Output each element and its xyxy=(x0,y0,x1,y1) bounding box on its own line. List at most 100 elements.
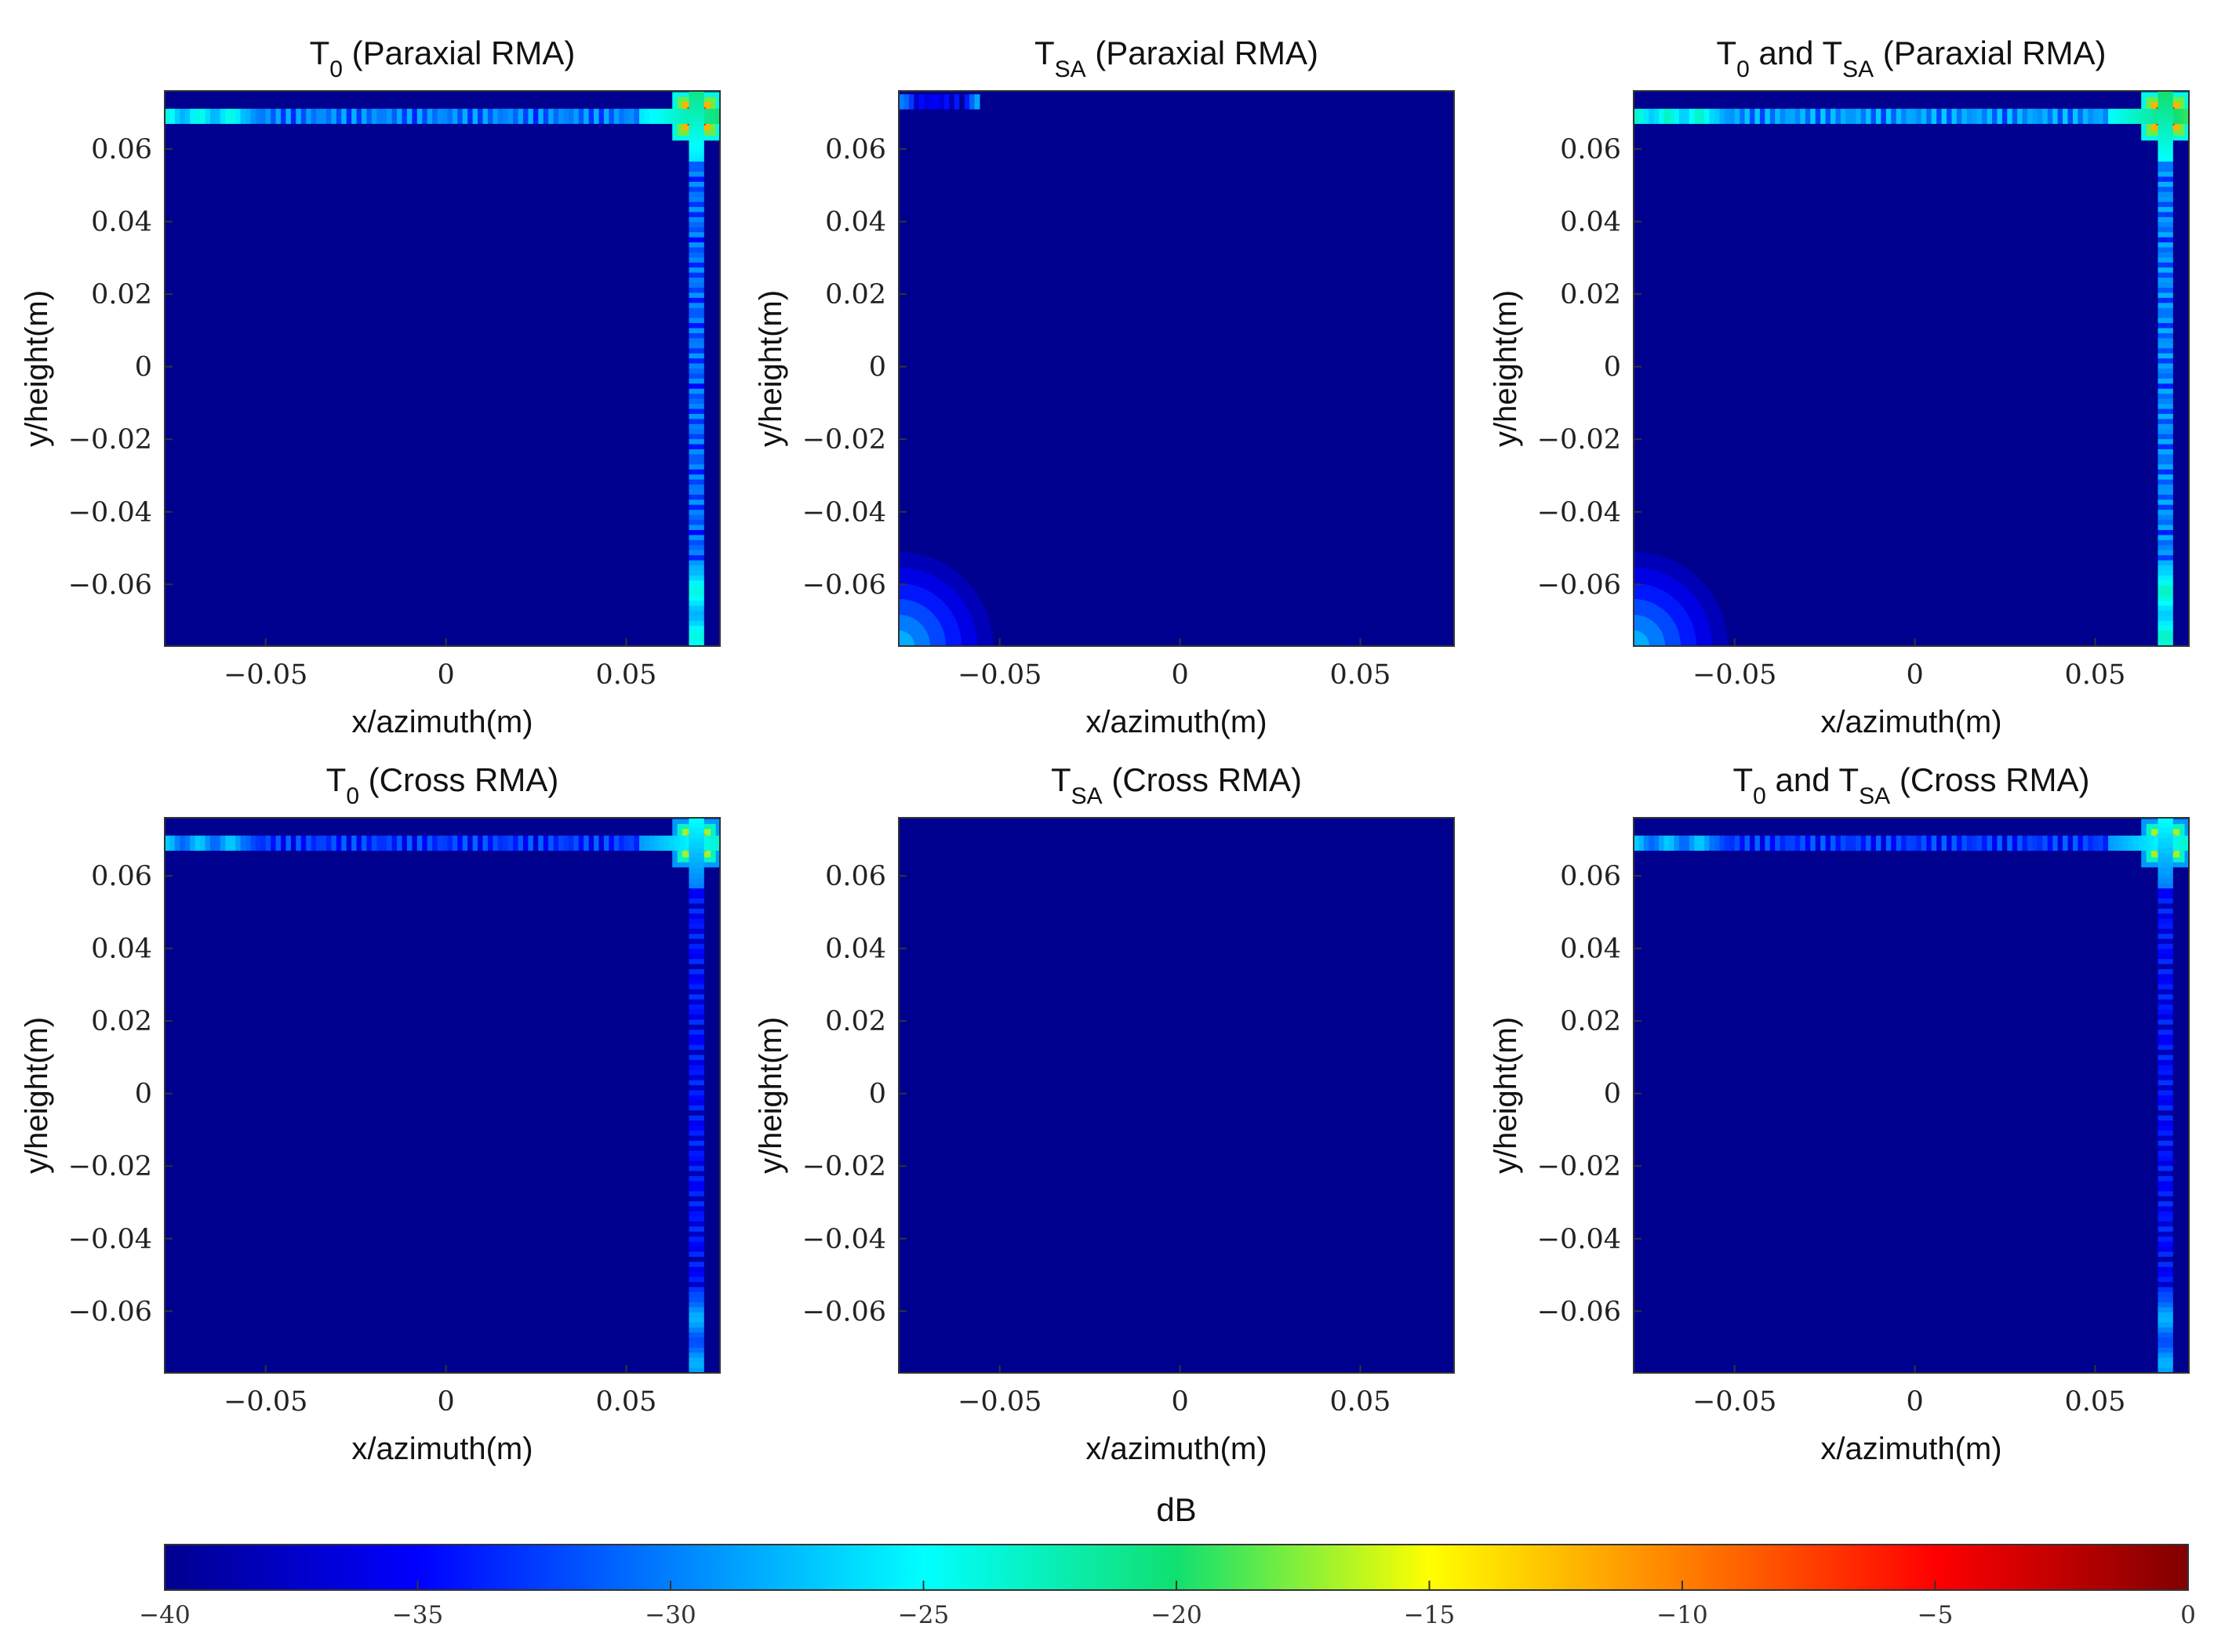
y-tick-label: −0.02 xyxy=(802,424,886,456)
stripe-cell xyxy=(2158,580,2173,586)
stripe-cell xyxy=(2158,1044,2173,1051)
stripe-cell xyxy=(281,835,286,851)
y-tick-label: 0.06 xyxy=(825,861,886,892)
stripe-cell xyxy=(1709,835,1715,851)
stripe-cell xyxy=(1649,108,1655,125)
stripe-cell xyxy=(2158,818,2173,823)
stripe-cell xyxy=(1936,108,1943,125)
stripe-cell xyxy=(939,94,945,110)
title-subscript: SA xyxy=(1055,56,1086,82)
heatmap-cells xyxy=(165,818,720,1373)
stripe-cell xyxy=(321,835,327,851)
stripe-cell xyxy=(2158,868,2173,874)
stripe-cell xyxy=(1638,108,1645,125)
title-base: T xyxy=(1732,761,1753,798)
stripe-cell xyxy=(689,1236,704,1243)
stripe-cell xyxy=(689,1247,704,1253)
stripe-cell xyxy=(689,116,704,122)
stripe-cell xyxy=(2158,626,2173,632)
stripe-cell xyxy=(2027,835,2033,851)
stripe-cell xyxy=(265,108,271,125)
stripe-cell xyxy=(689,171,704,177)
stripe-cell xyxy=(2158,943,2173,949)
stripe-cell xyxy=(2032,835,2038,851)
stripe-cell xyxy=(598,835,605,851)
stripe-cell xyxy=(321,108,327,125)
stripe-cell xyxy=(689,550,704,556)
stripe-cell xyxy=(598,108,605,125)
stripe-cell xyxy=(553,108,559,125)
stripe-cell xyxy=(689,181,704,187)
y-tick-label: 0.04 xyxy=(1560,207,1621,238)
stripe-cell xyxy=(1634,108,1639,125)
stripe-cell xyxy=(2158,353,2173,359)
stripe-cell xyxy=(2158,197,2173,203)
stripe-cell xyxy=(2158,1241,2173,1247)
stripe-cell xyxy=(689,520,704,526)
stripe-cell xyxy=(1866,835,1872,851)
stripe-cell xyxy=(689,1262,704,1268)
stripe-cell xyxy=(507,108,514,125)
stripe-cell xyxy=(689,1332,704,1338)
stripe-cell xyxy=(2158,1040,2173,1046)
stripe-cell xyxy=(689,1085,704,1091)
stripe-cell xyxy=(1856,108,1862,125)
stripe-cell xyxy=(689,383,704,390)
stripe-cell xyxy=(689,176,704,183)
stripe-cell xyxy=(689,514,704,521)
stripe-cell xyxy=(689,1024,704,1030)
stripe-cell xyxy=(2158,358,2173,365)
stripe-cell xyxy=(1931,835,1937,851)
stripe-cell xyxy=(528,835,534,851)
stripe-cell xyxy=(689,1251,704,1258)
stripe-cell xyxy=(2158,514,2173,521)
stripe-cell xyxy=(2158,328,2173,334)
stripe-cell xyxy=(689,404,704,409)
stripe-cell xyxy=(402,108,408,125)
stripe-cell xyxy=(1896,835,1902,851)
stripe-cell xyxy=(578,835,584,851)
stripe-cell xyxy=(548,835,554,851)
stripe-cell xyxy=(2158,181,2173,187)
stripe-cell xyxy=(543,108,549,125)
stripe-cell xyxy=(2158,1337,2173,1343)
stripe-cell xyxy=(1830,835,1836,851)
stripe-cell xyxy=(184,835,191,851)
y-tick-label: −0.04 xyxy=(802,497,886,528)
stripe-cell xyxy=(959,94,965,110)
stripe-cell xyxy=(2158,267,2173,274)
y-axis-label: y/height(m) xyxy=(20,290,54,447)
stripe-cell xyxy=(1941,835,1947,851)
stripe-cell xyxy=(2158,873,2173,879)
stripe-cell xyxy=(2082,108,2089,125)
stripe-cell xyxy=(2158,1059,2173,1066)
stripe-cell xyxy=(914,94,920,110)
stripe-cell xyxy=(371,835,377,851)
stripe-cell xyxy=(689,1181,704,1187)
stripe-cell xyxy=(689,1075,704,1081)
title-base: T xyxy=(1716,34,1736,71)
stripe-cell xyxy=(2158,1312,2173,1318)
colorbar-tick-label: −40 xyxy=(139,1601,190,1629)
stripe-cell xyxy=(462,835,468,851)
stripe-cell xyxy=(346,835,352,851)
stripe-cell xyxy=(2158,212,2173,218)
stripe-cell xyxy=(2158,222,2173,228)
stripe-cell xyxy=(376,835,383,851)
stripe-cell xyxy=(2158,883,2173,889)
stripe-cell xyxy=(964,94,970,110)
stripe-cell xyxy=(1810,835,1816,851)
stripe-cell xyxy=(2158,156,2173,162)
stripe-cell xyxy=(2158,100,2173,107)
y-tick-label: 0 xyxy=(135,1079,152,1110)
y-axis-label: y/height(m) xyxy=(754,290,788,447)
stripe-cell xyxy=(609,108,615,125)
x-tick-label: 0 xyxy=(1906,659,1923,691)
stripe-cell xyxy=(1775,835,1781,851)
stripe-cell xyxy=(416,108,423,125)
stripe-cell xyxy=(2158,630,2173,637)
stripe-cell xyxy=(689,843,704,849)
stripe-cell xyxy=(1921,108,1927,125)
x-tick-label: 0 xyxy=(1906,1386,1923,1418)
stripe-cell xyxy=(2118,108,2124,125)
